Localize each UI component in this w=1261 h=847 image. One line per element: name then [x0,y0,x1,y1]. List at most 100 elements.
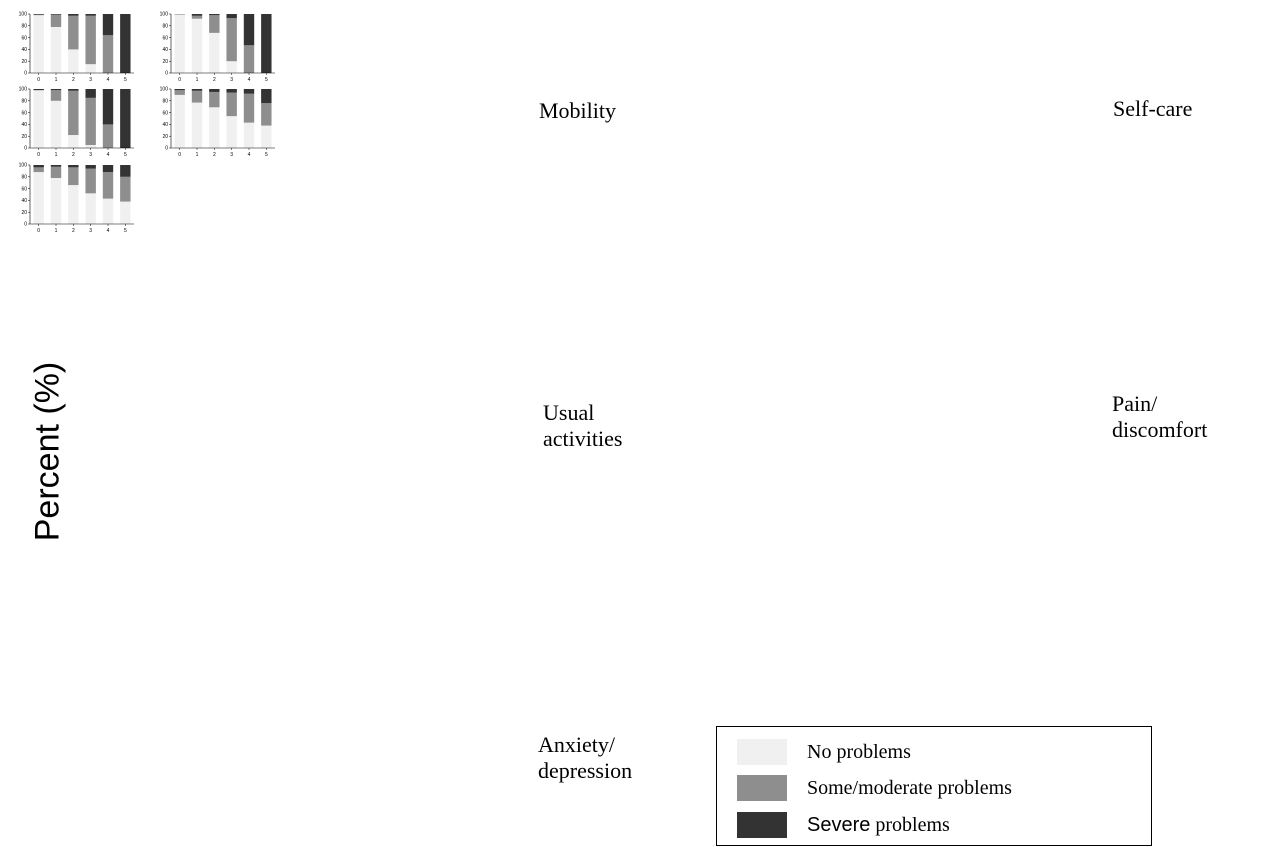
legend-swatch-no-problems [737,739,787,765]
x-tick-label: 1 [196,77,199,83]
bar-segment-some [102,172,114,199]
bar-segment-some [174,90,185,95]
x-tick-label: 1 [55,152,58,158]
bar-segment-none [85,193,96,224]
bar-segment-none [120,201,131,224]
x-tick-label: 4 [107,77,110,83]
bar-segment-none [68,49,79,73]
legend-item-some-problems: Some/moderate problems [737,775,1012,801]
bar-segment-severe [102,165,114,173]
bar-segment-none [50,177,62,224]
y-tick-label: 20 [162,134,168,140]
bar-segment-severe [191,14,203,16]
y-tick-label: 0 [24,222,27,228]
y-tick-label: 0 [165,71,168,77]
y-tick-label: 100 [19,163,28,169]
x-tick-label: 1 [196,152,199,158]
panel-1: 0 1 2 3 4 5 0 20 40 60 80 100 [160,12,275,83]
y-tick-label: 0 [24,146,27,152]
panel-4: 0 1 2 3 4 5 0 20 40 60 80 100 [19,163,134,234]
x-tick-label: 4 [107,228,110,234]
panel-label-mobility: Mobility [539,98,617,123]
bar-segment-none [85,64,96,73]
bar-segment-some [226,92,237,117]
bar-segment-some [243,45,255,73]
x-tick-label: 5 [124,228,127,234]
bar-segment-some [85,15,96,65]
bar-segment-none [102,198,114,224]
bar-segment-some [102,35,114,73]
bar-segment-some [85,168,96,194]
y-tick-label: 100 [160,12,169,18]
y-tick-label: 60 [162,110,168,116]
bar-segment-severe [226,14,237,19]
legend-label-severe-problems: problems [870,813,950,836]
bar-segment-severe [120,14,131,73]
x-tick-label: 4 [107,152,110,158]
legend-label-no-problems: No problems [807,740,911,763]
x-tick-label: 5 [265,152,268,158]
bar-segment-severe [174,89,185,91]
x-tick-label: 2 [72,152,75,158]
y-tick-label: 40 [162,47,168,53]
bar-segment-severe [120,165,131,177]
bar-segment-none [261,125,272,148]
bar-segment-some [68,167,79,186]
bar-segment-severe [33,89,44,91]
bar-segment-severe [209,89,220,92]
legend: No problems Some/moderate problems Sever… [716,726,1152,846]
bar-segment-severe [85,165,96,169]
bar-segment-none [243,122,255,148]
bar-segment-none [68,185,79,224]
x-tick-label: 2 [72,228,75,234]
bar-segment-none [174,14,185,73]
panel-label-self-care: Self-care [1113,96,1193,121]
x-tick-label: 2 [213,152,216,158]
bar-segment-some [209,91,220,108]
x-tick-label: 2 [213,77,216,83]
y-tick-label: 20 [21,210,27,216]
y-tick-label: 60 [21,110,27,116]
y-tick-label: 60 [162,35,168,41]
y-tick-label: 40 [21,122,27,128]
y-tick-label: 100 [19,87,28,93]
bar-segment-some [33,167,44,173]
bar-segment-none [226,116,237,148]
legend-label-severe-problems-prefix: Severe [807,813,871,836]
y-tick-label: 60 [21,35,27,41]
panel-2: 0 1 2 3 4 5 0 20 40 60 80 100 [19,87,134,158]
bar-segment-severe [102,89,114,125]
bar-segment-some [261,103,272,126]
x-tick-label: 2 [72,77,75,83]
y-tick-label: 100 [19,12,28,18]
x-tick-label: 0 [37,152,40,158]
bar-segment-some [33,14,44,16]
x-tick-label: 3 [89,77,92,83]
bar-segment-severe [243,14,255,46]
y-axis-label: Percent (%) [28,361,67,542]
bar-segment-severe [85,89,96,98]
legend-item-no-problems: No problems [737,739,911,765]
x-tick-label: 0 [178,152,181,158]
y-tick-label: 40 [162,122,168,128]
bar-segment-none [209,32,220,73]
bar-segment-none [50,26,62,73]
bar-segment-severe [243,89,255,94]
y-tick-label: 80 [21,24,27,30]
x-tick-label: 1 [55,77,58,83]
y-tick-label: 100 [160,87,169,93]
bar-segment-none [50,100,62,148]
panel-label-anxiety-depression: Anxiety/ depression [538,732,633,784]
bar-segment-severe [191,89,203,91]
bar-segment-some [68,90,79,136]
bar-segment-some [226,18,237,62]
bar-segment-some [50,14,62,27]
bar-segment-none [33,15,44,73]
x-tick-label: 1 [55,228,58,234]
legend-item-severe-problems: Severe problems [737,812,950,838]
bar-segment-severe [226,89,237,93]
bar-segment-none [209,107,220,148]
bar-segment-none [191,102,203,148]
panel-label-usual-activities: Usual activities [543,400,623,452]
